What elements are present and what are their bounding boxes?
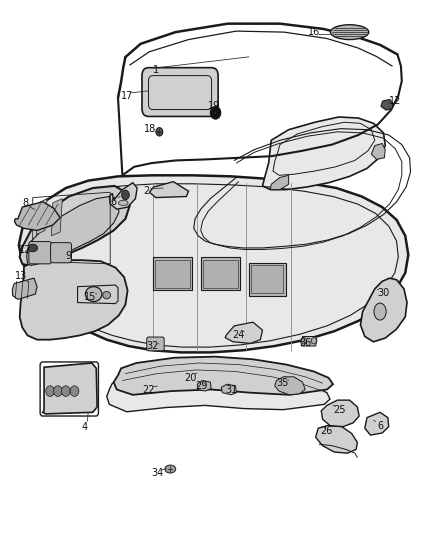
Circle shape: [61, 386, 70, 397]
Ellipse shape: [28, 244, 38, 252]
Polygon shape: [270, 175, 289, 190]
Ellipse shape: [165, 465, 176, 473]
Polygon shape: [78, 285, 118, 304]
Text: 32: 32: [147, 341, 159, 351]
Polygon shape: [275, 377, 305, 395]
Text: 19: 19: [208, 101, 220, 111]
Text: 8: 8: [22, 198, 28, 208]
Polygon shape: [262, 117, 385, 190]
Polygon shape: [43, 363, 97, 414]
Circle shape: [210, 107, 221, 119]
Polygon shape: [365, 413, 389, 435]
Polygon shape: [51, 199, 62, 236]
Ellipse shape: [330, 25, 369, 39]
Text: 17: 17: [120, 91, 133, 101]
Polygon shape: [251, 265, 283, 293]
Polygon shape: [20, 186, 130, 265]
Text: 18: 18: [144, 124, 156, 134]
Text: 26: 26: [321, 426, 333, 436]
Polygon shape: [12, 278, 37, 300]
Polygon shape: [14, 202, 60, 230]
Ellipse shape: [103, 292, 111, 299]
Circle shape: [53, 386, 62, 397]
Text: 20: 20: [184, 373, 197, 383]
Circle shape: [70, 386, 79, 397]
Polygon shape: [321, 400, 359, 426]
Polygon shape: [149, 182, 188, 198]
Text: 6: 6: [111, 197, 117, 207]
Polygon shape: [360, 278, 407, 342]
Text: 6: 6: [377, 421, 383, 431]
Polygon shape: [19, 175, 408, 352]
Polygon shape: [153, 257, 192, 290]
Text: 2: 2: [143, 186, 149, 196]
Polygon shape: [225, 322, 262, 343]
Polygon shape: [27, 197, 119, 265]
Text: 29: 29: [195, 381, 208, 391]
Polygon shape: [371, 143, 385, 159]
FancyBboxPatch shape: [142, 68, 218, 116]
Polygon shape: [110, 183, 137, 209]
Polygon shape: [249, 263, 286, 296]
Polygon shape: [114, 357, 333, 395]
Circle shape: [301, 337, 307, 344]
Text: 13: 13: [15, 271, 27, 281]
Text: 9: 9: [66, 251, 72, 261]
Polygon shape: [197, 381, 211, 391]
Ellipse shape: [85, 287, 102, 302]
Text: 25: 25: [334, 405, 346, 415]
Polygon shape: [301, 336, 317, 346]
Polygon shape: [316, 425, 357, 453]
Circle shape: [156, 127, 163, 136]
Text: 16: 16: [308, 27, 320, 37]
Polygon shape: [36, 199, 47, 235]
Text: 30: 30: [378, 288, 390, 298]
Text: 22: 22: [142, 384, 155, 394]
Text: 31: 31: [225, 384, 237, 394]
Circle shape: [121, 190, 129, 200]
Ellipse shape: [118, 200, 128, 206]
Text: 12: 12: [19, 245, 32, 255]
Ellipse shape: [374, 303, 386, 320]
Text: 24: 24: [233, 330, 245, 341]
Text: 1: 1: [153, 66, 159, 75]
Text: 34: 34: [151, 469, 163, 478]
Polygon shape: [201, 257, 240, 290]
FancyBboxPatch shape: [50, 243, 71, 263]
FancyBboxPatch shape: [147, 337, 164, 351]
Text: 4: 4: [82, 422, 88, 432]
Polygon shape: [203, 260, 238, 288]
Polygon shape: [107, 372, 330, 412]
Polygon shape: [381, 100, 393, 110]
Text: 35: 35: [276, 378, 288, 388]
Circle shape: [311, 337, 317, 344]
Text: 15: 15: [85, 292, 97, 302]
Polygon shape: [221, 384, 237, 395]
Circle shape: [46, 386, 54, 397]
Text: 12: 12: [389, 96, 402, 106]
Polygon shape: [155, 260, 190, 288]
Text: 36: 36: [299, 338, 311, 349]
FancyBboxPatch shape: [29, 241, 51, 264]
Polygon shape: [20, 260, 127, 340]
